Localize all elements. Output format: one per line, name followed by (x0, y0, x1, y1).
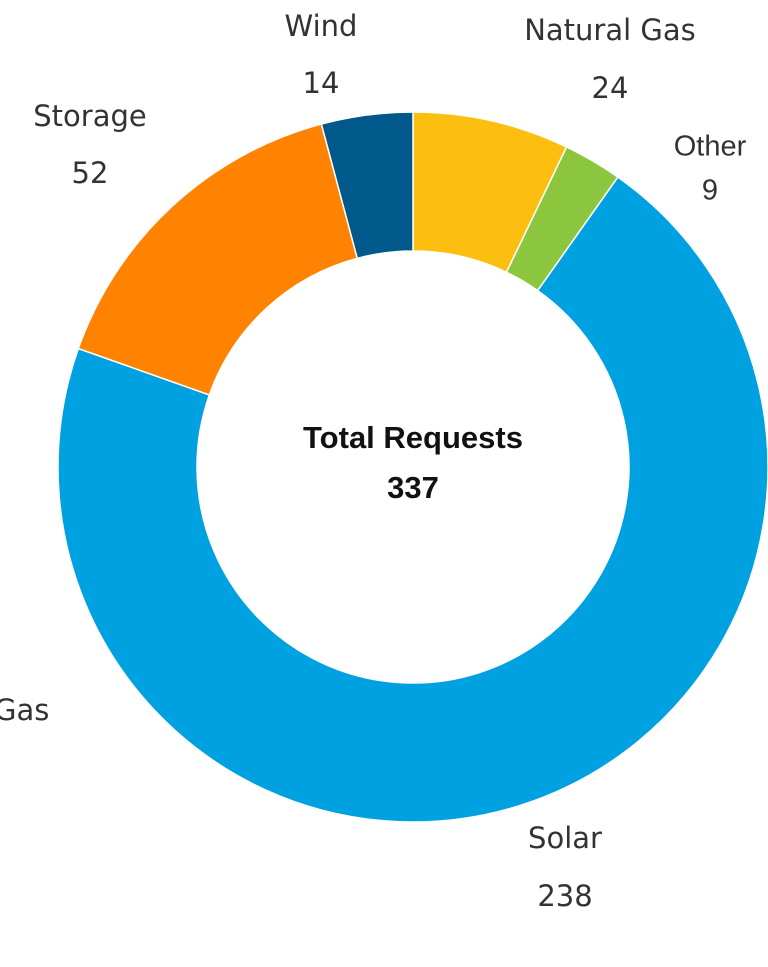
donut-slice (57, 176, 768, 823)
slice-value: 14 (303, 66, 340, 100)
slice-label: Wind (285, 9, 358, 43)
slice-label: Storage (33, 99, 146, 133)
slice-value: 238 (537, 879, 592, 913)
donut-slice (77, 123, 359, 396)
slice-value: 24 (592, 71, 629, 105)
center-total: 337 (387, 470, 439, 505)
slice-label: Solar (528, 821, 602, 855)
donut-slice (320, 111, 414, 260)
slice-value: 9 (702, 175, 718, 207)
cropped-label: Gas (0, 693, 49, 727)
slice-label: Other (674, 131, 747, 163)
center-title: Total Requests (303, 420, 523, 455)
slice-value: 52 (72, 156, 109, 190)
slice-label: Natural Gas (524, 13, 696, 47)
